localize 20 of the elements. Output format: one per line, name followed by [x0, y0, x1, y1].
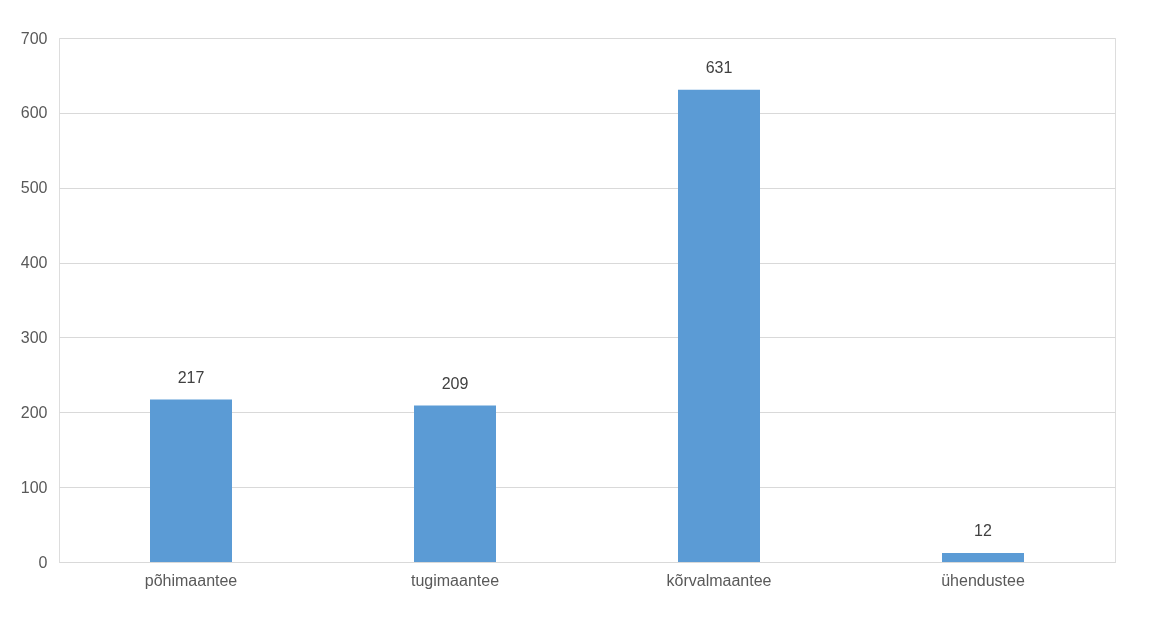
bar — [150, 399, 232, 562]
bar — [942, 553, 1024, 562]
y-tick-label: 700 — [20, 29, 48, 47]
y-tick-label: 0 — [38, 553, 48, 571]
y-tick-label: 500 — [20, 179, 48, 197]
y-tick-label: 300 — [20, 328, 48, 346]
x-tick-label: põhimaantee — [144, 571, 238, 589]
data-label: 631 — [705, 58, 733, 76]
x-tick-label: kõrvalmaantee — [666, 571, 772, 589]
bar — [414, 405, 496, 562]
data-label: 209 — [441, 374, 469, 392]
y-tick-label: 200 — [20, 403, 48, 421]
y-tick-label: 100 — [20, 478, 48, 496]
bar — [678, 89, 760, 562]
x-tick-label: tugimaantee — [410, 571, 500, 589]
data-label: 12 — [974, 522, 992, 540]
y-tick-label: 400 — [20, 254, 48, 272]
y-tick-label: 600 — [20, 104, 48, 122]
data-label: 217 — [177, 368, 205, 386]
x-tick-label: ühendustee — [941, 571, 1025, 589]
